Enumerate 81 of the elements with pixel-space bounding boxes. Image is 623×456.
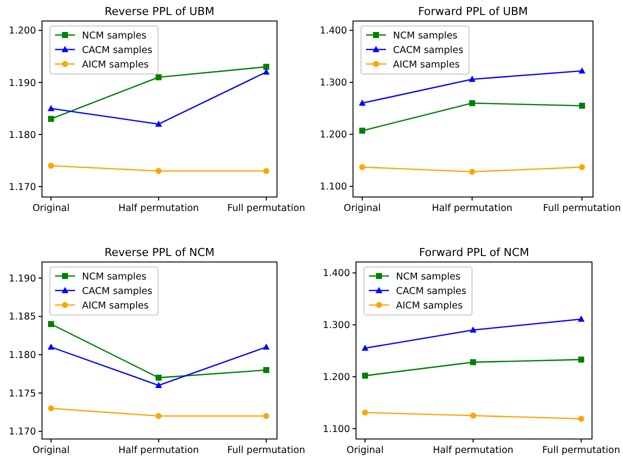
y-tick-label: 1.200 <box>322 372 350 384</box>
point <box>578 315 585 322</box>
x-tick-label: Full permutation <box>543 203 621 214</box>
point <box>358 100 366 106</box>
legend-label: AICM samples <box>393 59 460 70</box>
legend-label: AICM samples <box>396 300 463 312</box>
legend-label: NCM samples <box>82 271 146 282</box>
x-tick-label: Full permutation <box>227 445 306 456</box>
x-tick-label: Half permutation <box>118 445 199 456</box>
point <box>470 326 477 333</box>
point <box>263 64 270 70</box>
legend-label: NCM samples <box>393 30 458 42</box>
point <box>48 321 54 328</box>
y-tick-label: 1.170 <box>8 182 36 193</box>
point <box>48 343 54 350</box>
point <box>579 164 586 170</box>
point <box>579 102 586 109</box>
point <box>470 412 476 419</box>
x-tick-label: Full permutation <box>227 203 306 214</box>
x-tick-label: Half permutation <box>432 203 512 214</box>
point <box>359 164 366 170</box>
point <box>155 120 162 127</box>
x-tick-label: Original <box>32 445 70 456</box>
legend-label: NCM samples <box>82 30 146 42</box>
point <box>262 343 270 350</box>
point <box>362 344 368 351</box>
y-tick-label: 1.100 <box>322 424 350 435</box>
chart-title: Forward PPL of UBM <box>418 5 528 18</box>
point <box>578 416 584 422</box>
point <box>156 374 162 381</box>
point <box>156 74 162 80</box>
x-tick-label: Half permutation <box>432 445 514 456</box>
x-tick-label: Full permutation <box>542 445 620 456</box>
x-tick-label: Original <box>32 203 70 214</box>
legend-label: CACM samples <box>393 44 464 56</box>
legend-label: CACM samples <box>396 286 466 297</box>
legend-label: NCM samples <box>396 271 460 282</box>
chart-title: Reverse PPL of UBM <box>104 5 214 18</box>
point <box>469 168 476 175</box>
y-tick-label: 1.400 <box>320 26 347 37</box>
y-tick-label: 1.175 <box>8 388 36 400</box>
legend-label: CACM samples <box>82 44 152 56</box>
y-tick-label: 1.300 <box>322 320 350 332</box>
y-tick-label: 1.190 <box>8 273 36 284</box>
chart-title: Forward PPL of NCM <box>418 246 530 259</box>
point <box>263 367 270 374</box>
legend-label: AICM samples <box>82 300 149 312</box>
y-tick-label: 1.185 <box>8 312 36 323</box>
y-tick-label: 1.200 <box>320 130 347 141</box>
y-tick-label: 1.100 <box>320 182 347 193</box>
point <box>362 410 368 416</box>
point <box>470 359 476 366</box>
x-tick-label: Original <box>346 445 384 456</box>
point <box>262 68 270 75</box>
chart-title: Reverse PPL of NCM <box>104 246 215 259</box>
y-tick-label: 1.300 <box>320 78 347 89</box>
y-tick-label: 1.180 <box>8 350 36 362</box>
point <box>578 67 586 74</box>
y-tick-label: 1.170 <box>8 426 36 438</box>
point <box>359 128 366 134</box>
point <box>468 76 476 82</box>
point <box>48 405 54 412</box>
y-tick-label: 1.400 <box>322 268 350 280</box>
y-tick-label: 1.190 <box>8 78 36 89</box>
point <box>48 116 54 122</box>
point <box>156 413 162 420</box>
point <box>155 382 162 388</box>
point <box>156 168 162 174</box>
point <box>48 162 54 169</box>
x-tick-label: Half permutation <box>118 203 199 214</box>
legend-label: AICM samples <box>82 59 149 70</box>
point <box>263 413 270 420</box>
point <box>48 104 54 112</box>
point <box>263 168 270 174</box>
x-tick-label: Original <box>344 203 381 214</box>
point <box>362 372 368 379</box>
y-tick-label: 1.200 <box>8 26 36 37</box>
y-tick-label: 1.180 <box>8 130 36 141</box>
legend-label: CACM samples <box>82 286 152 297</box>
point <box>469 100 476 106</box>
point <box>578 356 584 363</box>
